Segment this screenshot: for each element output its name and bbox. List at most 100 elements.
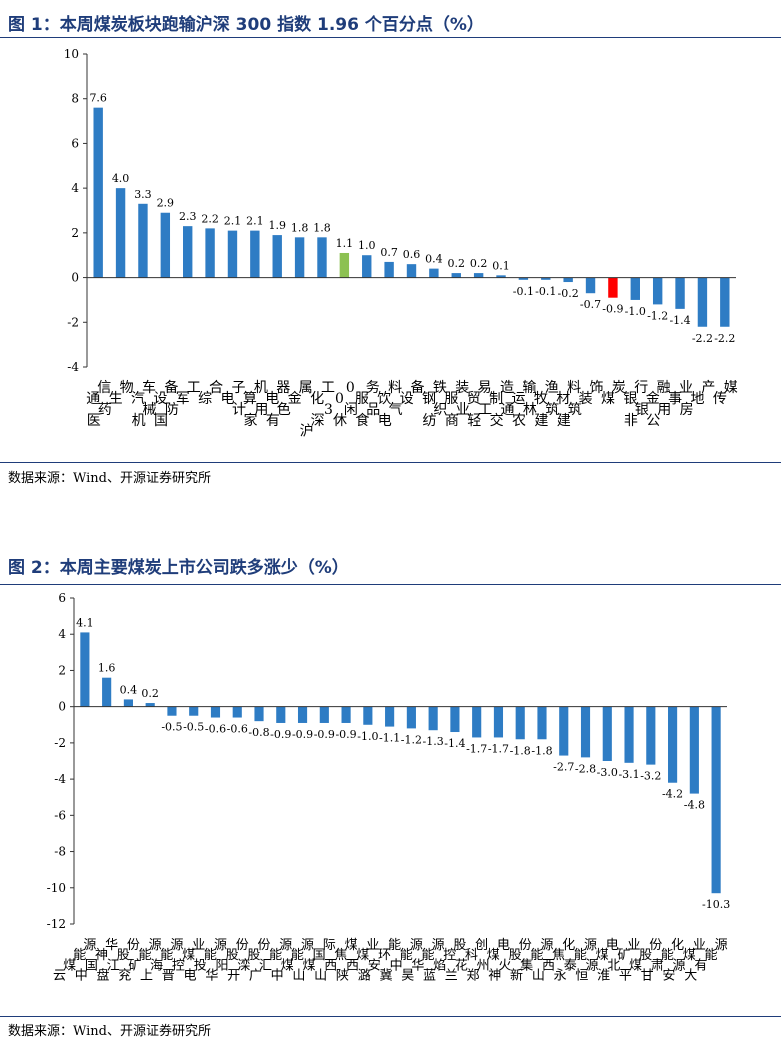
bar xyxy=(254,706,264,722)
data-label: -3.1 xyxy=(618,768,639,781)
category-label: 非银金融 xyxy=(624,380,671,429)
data-label: -1.4 xyxy=(669,314,690,327)
bar xyxy=(711,706,721,894)
figure-1-bottom-rule xyxy=(0,462,781,463)
data-label: -0.9 xyxy=(292,728,313,741)
y-tick-label: 6 xyxy=(58,591,66,605)
data-label: -2.2 xyxy=(714,332,735,345)
data-label: -0.8 xyxy=(248,726,269,739)
data-label: 0.4 xyxy=(425,253,443,266)
category-label: 上海能源 xyxy=(140,938,183,983)
bar xyxy=(563,277,573,283)
y-tick-label: -2 xyxy=(67,315,79,329)
category-label: 新集能源 xyxy=(510,938,553,983)
category-label: 医药生物 xyxy=(87,380,134,429)
data-label: -1.2 xyxy=(647,309,668,322)
bar xyxy=(297,706,308,723)
data-label: 2.2 xyxy=(201,212,219,225)
data-label: 0.6 xyxy=(403,248,421,261)
bar xyxy=(406,706,416,729)
bar xyxy=(451,273,461,278)
category-label: 银行 xyxy=(623,380,648,407)
figure-1-title: 图 1：本周煤炭板块跑输沪深 300 指数 1.96 个百分点（%） xyxy=(8,15,484,35)
data-label: -2.8 xyxy=(575,762,596,775)
figure-2-top-rule xyxy=(0,584,781,585)
data-label: -2.2 xyxy=(692,332,713,345)
y-tick-label: -10 xyxy=(47,881,66,895)
data-label: 4.0 xyxy=(112,172,130,185)
category-label: 机械设备 xyxy=(132,379,179,429)
category-label: 潞安环能 xyxy=(358,938,401,983)
category-label: 晋控煤业 xyxy=(162,938,205,983)
bar xyxy=(232,706,242,718)
y-tick-label: -4 xyxy=(67,360,79,374)
data-label: -1.0 xyxy=(625,305,646,318)
bar xyxy=(515,706,525,740)
bar xyxy=(602,706,612,761)
category-label: 郑州煤电 xyxy=(467,938,510,983)
bar xyxy=(585,277,596,294)
bar xyxy=(518,277,529,280)
bar xyxy=(608,277,618,298)
bar xyxy=(210,706,221,718)
y-tick-label: 2 xyxy=(58,663,66,677)
y-tick-label: -6 xyxy=(54,808,66,822)
y-tick-label: 6 xyxy=(71,136,79,150)
category-label: 陕西煤业 xyxy=(336,938,379,983)
category-label: 国防军工 xyxy=(154,380,201,429)
data-label: -4.8 xyxy=(684,799,705,812)
category-label: 中国神华 xyxy=(75,938,118,983)
bar xyxy=(646,706,656,765)
data-label: -3.0 xyxy=(597,766,618,779)
y-tick-label: -2 xyxy=(54,736,66,750)
data-label: 0.7 xyxy=(380,246,398,259)
bar xyxy=(428,706,438,731)
data-label: 1.1 xyxy=(336,237,354,250)
data-label: -0.7 xyxy=(580,298,601,311)
data-label: 4.1 xyxy=(76,616,94,629)
bar xyxy=(675,277,685,309)
y-tick-label: 0 xyxy=(71,271,79,285)
data-label: 0.2 xyxy=(141,687,159,700)
bar xyxy=(160,212,171,278)
category-label: 有色金属 xyxy=(266,380,313,429)
figure-2-bottom-rule xyxy=(0,1016,781,1017)
y-tick-label: -4 xyxy=(54,772,66,786)
bar xyxy=(339,252,350,278)
bar xyxy=(276,706,286,723)
category-label: 甘肃能化 xyxy=(641,938,684,983)
data-label: -0.6 xyxy=(205,723,226,736)
category-label: 农林牧渔 xyxy=(512,380,559,429)
category-label: 昊华能源 xyxy=(401,938,444,983)
category-label: 计算机 xyxy=(232,380,268,418)
bar xyxy=(624,706,634,763)
category-label: 永泰能源 xyxy=(554,938,597,983)
data-label: 1.9 xyxy=(268,219,286,232)
bar xyxy=(317,237,327,278)
y-tick-label: -8 xyxy=(54,845,66,859)
bar xyxy=(541,277,551,280)
data-label: 2.9 xyxy=(157,197,175,210)
bar xyxy=(167,706,177,716)
bar xyxy=(493,706,504,738)
data-label: -0.9 xyxy=(270,728,291,741)
bar xyxy=(630,277,640,300)
category-label: 安源煤业 xyxy=(662,938,705,983)
category-label: 开滦股份 xyxy=(227,938,270,983)
category-label: 纺织服装 xyxy=(422,380,469,429)
category-label: 煤炭 xyxy=(601,380,626,407)
category-label: 蓝焰控股 xyxy=(423,938,466,983)
data-label: -1.8 xyxy=(510,744,531,757)
bar xyxy=(384,261,394,278)
category-label: 电气设备 xyxy=(378,379,425,429)
data-label: -1.3 xyxy=(423,735,444,748)
bar xyxy=(472,706,482,738)
category-label: 建筑装饰 xyxy=(557,380,604,429)
category-label: 华阳股份 xyxy=(205,938,248,983)
data-label: 1.6 xyxy=(98,662,116,675)
data-label: -1.8 xyxy=(531,744,552,757)
bar xyxy=(580,706,591,758)
bar xyxy=(450,706,460,733)
category-label: 家用电器 xyxy=(243,380,290,429)
data-label: -1.0 xyxy=(357,730,378,743)
